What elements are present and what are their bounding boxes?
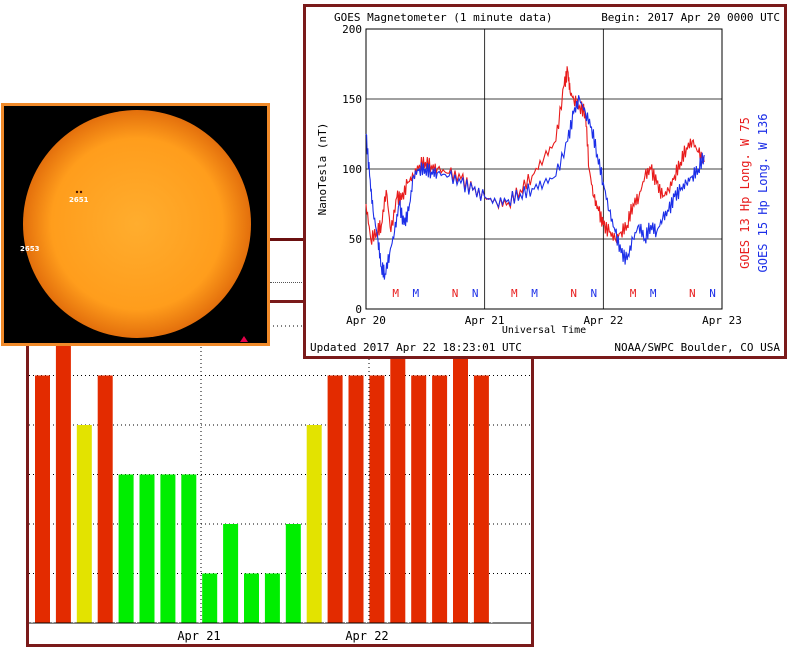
kp-bar (473, 375, 489, 623)
sunspot (21, 251, 23, 253)
kp-bar (453, 326, 468, 623)
kp-bar (369, 375, 385, 623)
sunspot (75, 190, 79, 194)
kp-bar (35, 375, 50, 623)
y-tick-label: 50 (349, 233, 362, 246)
day-marker-label: M (650, 287, 657, 300)
kp-bar (264, 573, 280, 623)
series-label-goes13: GOES 13 Hp Long. W 75 (738, 117, 752, 269)
kp-bar (181, 474, 197, 623)
magnetometer-panel: GOES Magnetometer (1 minute data) Begin:… (303, 4, 787, 359)
kp-bar (411, 375, 427, 623)
kp-bar (97, 375, 113, 623)
kp-bar (202, 573, 218, 623)
day-marker-label: M (531, 287, 538, 300)
y-tick-label: 150 (342, 93, 362, 106)
day-marker-label: M (413, 287, 420, 300)
x-tick-label: Apr 23 (702, 314, 742, 327)
chart-title: GOES Magnetometer (1 minute data) (334, 11, 553, 24)
connector-line (270, 238, 304, 241)
magnetometer-chart: GOES Magnetometer (1 minute data) Begin:… (310, 11, 780, 354)
x-axis-label: Universal Time (502, 325, 586, 336)
kp-bar (348, 375, 364, 623)
region-label: 2651 (69, 196, 89, 204)
kp-bar (76, 425, 92, 623)
goes13-series-line (365, 66, 705, 245)
series-label-goes15: GOES 15 Hp Long. W 136 (756, 114, 770, 273)
dotted-guide (270, 282, 304, 283)
day-marker-label: M (511, 287, 518, 300)
sun-disk (23, 110, 251, 338)
sun-image-panel: 2651 2653 (1, 103, 270, 346)
y-tick-label: 100 (342, 163, 362, 176)
kp-bar-chart: Apr 21 Apr 22 (29, 303, 531, 643)
day-marker-label: M (392, 287, 399, 300)
day-marker-label: N (452, 287, 459, 300)
kp-bar (244, 573, 259, 623)
kp-x-label: Apr 22 (345, 629, 388, 643)
kp-bar (390, 326, 406, 623)
sunspot (79, 190, 83, 194)
kp-bar (139, 474, 155, 623)
begin-time: Begin: 2017 Apr 20 0000 UTC (601, 11, 780, 24)
credit: NOAA/SWPC Boulder, CO USA (614, 341, 780, 354)
day-marker-label: M (630, 287, 637, 300)
y-tick-label: 0 (355, 303, 362, 316)
x-tick-label: Apr 20 (346, 314, 386, 327)
day-marker-label: N (472, 287, 479, 300)
day-marker-label: N (709, 287, 716, 300)
kp-bar (118, 474, 134, 623)
y-tick-label: 200 (342, 23, 362, 36)
kp-bar (160, 474, 176, 623)
day-marker-label: N (591, 287, 598, 300)
kp-bar (306, 425, 322, 623)
kp-x-label: Apr 21 (177, 629, 220, 643)
x-tick-label: Apr 22 (583, 314, 623, 327)
region-label: 2653 (20, 245, 40, 253)
kp-bar (285, 524, 301, 623)
y-axis-label: NanoTesla (nT) (316, 123, 329, 216)
x-tick-label: Apr 21 (465, 314, 505, 327)
kp-bar (223, 524, 239, 623)
goes15-series-line (365, 95, 705, 280)
kp-bar (432, 375, 448, 623)
orientation-marker (240, 336, 248, 342)
day-marker-label: N (689, 287, 696, 300)
kp-bar (55, 326, 71, 623)
day-marker-label: N (570, 287, 577, 300)
updated-time: Updated 2017 Apr 22 18:23:01 UTC (310, 341, 522, 354)
sun-disk-image (4, 106, 267, 343)
kp-bar (327, 375, 343, 623)
